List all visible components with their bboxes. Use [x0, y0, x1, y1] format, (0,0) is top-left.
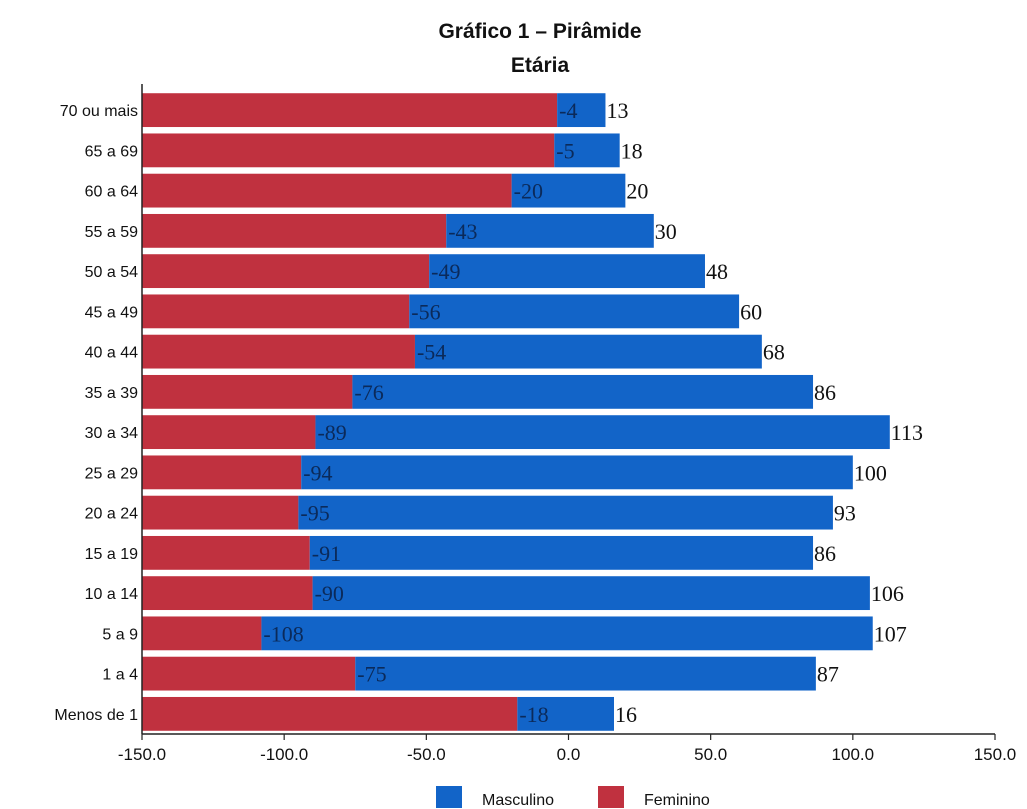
bar-masculino: [261, 616, 873, 651]
category-label: 30 a 34: [85, 425, 138, 442]
bar-feminino: [142, 294, 410, 329]
data-label-masculino: 93: [834, 501, 856, 526]
data-label-masculino: 68: [763, 340, 785, 365]
legend-swatch-feminino: [598, 786, 624, 808]
bar-masculino: [409, 294, 740, 329]
category-label: 60 a 64: [85, 184, 138, 201]
bar-feminino: [142, 616, 262, 651]
data-labels-group: -4 13 -5 18 -20 20 -43 30 -49 48 -56 60 -54 68 -76 86 -8…: [263, 98, 923, 727]
x-tick-label: 50.0: [694, 745, 727, 764]
category-label: 25 a 29: [85, 465, 138, 482]
category-label: 10 a 14: [85, 586, 138, 603]
category-label: 40 a 44: [85, 345, 138, 362]
bar-feminino: [142, 495, 299, 530]
x-tick-label: 0.0: [557, 745, 581, 764]
bar-masculino: [557, 93, 606, 128]
data-label-masculino: 48: [706, 259, 728, 284]
bar-masculino: [554, 133, 620, 168]
data-label-feminino: -95: [300, 501, 329, 526]
bar-masculino: [355, 656, 816, 691]
data-label-masculino: 113: [891, 420, 923, 445]
x-tick-label: 100.0: [832, 745, 875, 764]
data-label-masculino: 16: [615, 702, 637, 727]
data-label-feminino: -49: [431, 259, 460, 284]
data-label-masculino: 20: [626, 179, 648, 204]
bar-masculino: [352, 374, 814, 409]
data-label-masculino: 100: [854, 460, 887, 485]
data-label-feminino: -43: [448, 219, 477, 244]
bar-feminino: [142, 535, 310, 570]
data-label-feminino: -75: [357, 662, 386, 687]
category-label: 50 a 54: [85, 264, 138, 281]
legend-label-feminino: Feminino: [644, 792, 710, 809]
data-label-feminino: -4: [559, 98, 577, 123]
legend-swatch-masculino: [436, 786, 462, 808]
bar-masculino: [301, 455, 853, 490]
x-tick-label: -100.0: [260, 745, 308, 764]
category-labels-group: 70 ou mais 65 a 69 60 a 64 55 a 59 50 a 54 45…: [54, 103, 138, 724]
bar-feminino: [142, 656, 356, 691]
bar-masculino: [429, 254, 705, 289]
bar-feminino: [142, 576, 313, 611]
bar-masculino: [446, 213, 654, 248]
data-label-masculino: 87: [817, 662, 839, 687]
bar-feminino: [142, 213, 447, 248]
category-label: 55 a 59: [85, 224, 138, 241]
bar-masculino: [312, 576, 870, 611]
bar-feminino: [142, 254, 430, 289]
data-label-feminino: -90: [315, 581, 344, 606]
data-label-masculino: 18: [621, 138, 643, 163]
bar-masculino: [517, 696, 614, 731]
category-label: 70 ou mais: [60, 103, 138, 120]
bar-feminino: [142, 696, 518, 731]
data-label-feminino: -94: [303, 460, 332, 485]
x-tick-label: -50.0: [407, 745, 446, 764]
data-label-masculino: 86: [814, 380, 836, 405]
data-label-masculino: 106: [871, 581, 904, 606]
category-label: 45 a 49: [85, 304, 138, 321]
data-label-masculino: 86: [814, 541, 836, 566]
bar-feminino: [142, 133, 555, 168]
category-label: 35 a 39: [85, 385, 138, 402]
bar-feminino: [142, 93, 558, 128]
data-label-masculino: 30: [655, 219, 677, 244]
bars-group: [142, 93, 890, 731]
x-tick-label: 150.0: [974, 745, 1017, 764]
x-axis: -150.0 -100.0 -50.0 0.0 50.0 100.0 150.0: [118, 84, 1016, 764]
chart-title-line-2: Etária: [511, 54, 570, 77]
x-tick-label: -150.0: [118, 745, 166, 764]
data-label-masculino: 13: [606, 98, 628, 123]
data-label-feminino: -89: [317, 420, 346, 445]
data-label-feminino: -20: [514, 179, 543, 204]
category-label: 65 a 69: [85, 143, 138, 160]
data-label-feminino: -91: [312, 541, 341, 566]
bar-masculino: [315, 415, 890, 450]
bar-feminino: [142, 415, 316, 450]
data-label-feminino: -54: [417, 340, 446, 365]
bar-feminino: [142, 173, 512, 208]
data-label-feminino: -76: [354, 380, 383, 405]
category-label: 5 a 9: [102, 626, 138, 643]
data-label-feminino: -5: [556, 138, 574, 163]
legend: Masculino Feminino: [436, 786, 710, 809]
bar-feminino: [142, 374, 353, 409]
category-label: Menos de 1: [54, 707, 138, 724]
data-label-masculino: 107: [874, 621, 907, 646]
bar-masculino: [511, 173, 626, 208]
legend-label-masculino: Masculino: [482, 792, 554, 809]
bar-masculino: [309, 535, 814, 570]
data-label-masculino: 60: [740, 299, 762, 324]
chart-title-line-1: Gráfico 1 – Pirâmide: [438, 20, 641, 43]
category-label: 15 a 19: [85, 546, 138, 563]
data-label-feminino: -108: [263, 621, 303, 646]
bar-feminino: [142, 455, 302, 490]
bar-feminino: [142, 334, 415, 369]
data-label-feminino: -18: [519, 702, 548, 727]
category-label: 20 a 24: [85, 506, 138, 523]
bar-masculino: [414, 334, 762, 369]
category-label: 1 a 4: [102, 667, 138, 684]
bar-masculino: [298, 495, 833, 530]
data-label-feminino: -56: [411, 299, 440, 324]
